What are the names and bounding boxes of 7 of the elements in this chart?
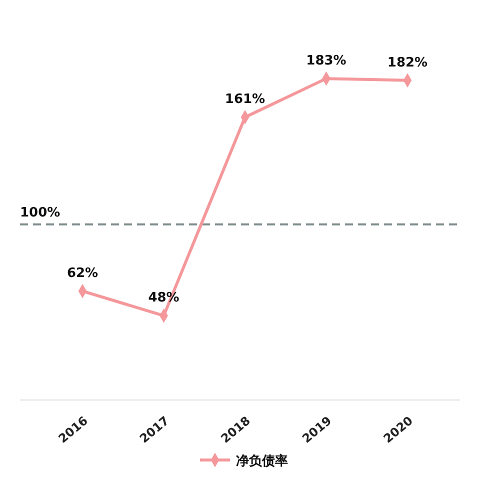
ref-line-label: 100%	[20, 205, 60, 220]
data-label: 48%	[148, 290, 180, 306]
data-label: 182%	[387, 55, 428, 70]
legend-label: 净负债率	[236, 453, 288, 469]
data-label: 183%	[306, 54, 346, 69]
data-label: 62%	[66, 266, 98, 282]
data-label: 161%	[224, 92, 266, 108]
